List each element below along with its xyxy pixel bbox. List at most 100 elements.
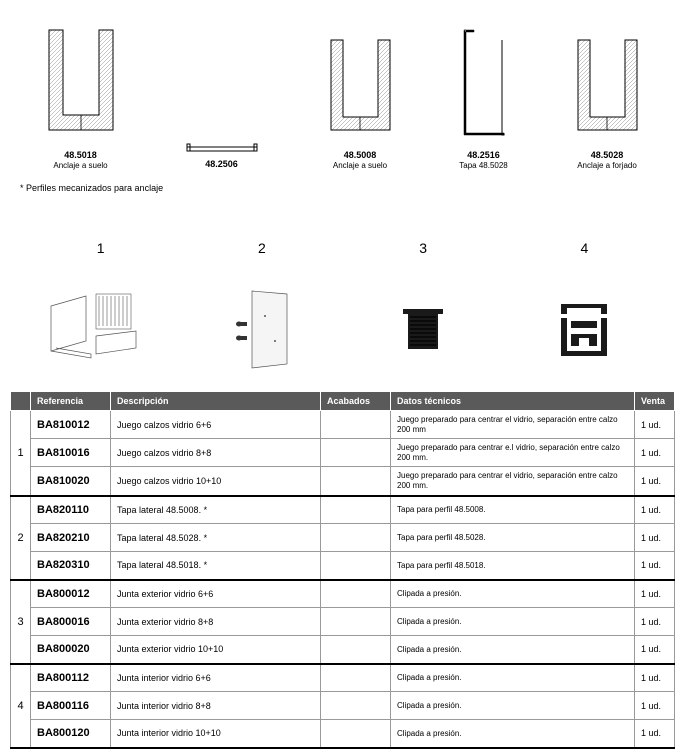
cell-desc: Juego calzos vidrio 8+8 (111, 439, 321, 467)
profiles-row: 48.5018 Anclaje a suelo 48.2506 48.5008 … (0, 0, 685, 175)
profile-label: Anclaje a forjado (577, 161, 637, 170)
table-row: 3BA800012Junta exterior vidrio 6+6Clipad… (11, 580, 675, 608)
cell-ref: BA820210 (31, 524, 111, 552)
cell-desc: Junta exterior vidrio 6+6 (111, 580, 321, 608)
cell-acab (321, 608, 391, 636)
cell-desc: Tapa lateral 48.5018. * (111, 552, 321, 580)
table-row: 4BA800112Junta interior vidrio 6+6Clipad… (11, 664, 675, 692)
group-number: 4 (11, 664, 31, 748)
cell-venta: 1 ud. (635, 580, 675, 608)
cell-ref: BA800112 (31, 664, 111, 692)
cell-desc: Tapa lateral 48.5028. * (111, 524, 321, 552)
table-group-4: 4BA800112Junta interior vidrio 6+6 Clipad… (11, 664, 675, 748)
cell-venta: 1 ud. (635, 524, 675, 552)
header-venta: Venta (635, 392, 675, 411)
cell-venta: 1 ud. (635, 467, 675, 496)
table-row: BA800116Junta interior vidrio 8+8 Clipada… (11, 692, 675, 720)
cell-datos: Tapa para perfil 48.5028. (391, 524, 635, 552)
cell-datos: Clipada a presión. (391, 608, 635, 636)
group-number: 2 (11, 496, 31, 580)
profile-code: 48.2516 (467, 150, 500, 161)
cell-desc: Junta exterior vidrio 10+10 (111, 636, 321, 664)
profile-code: 48.2506 (205, 159, 238, 170)
cell-acab (321, 580, 391, 608)
footnote: * Perfiles mecanizados para anclaje (0, 175, 685, 201)
component-gasket-int-icon (549, 296, 619, 361)
profile-code: 48.5028 (591, 150, 624, 161)
cell-datos: Juego preparado para centrar el vidrio, … (391, 467, 635, 496)
cell-datos: Clipada a presión. (391, 580, 635, 608)
cell-acab (321, 552, 391, 580)
table-group-3: 3BA800012Junta exterior vidrio 6+6 Clipad… (11, 580, 675, 664)
cell-desc: Tapa lateral 48.5008. * (111, 496, 321, 524)
profile-label: Anclaje a suelo (53, 161, 107, 170)
profile-label: Tapa 48.5028 (459, 161, 508, 170)
profile-48-2516: 48.2516 Tapa 48.5028 (459, 25, 509, 170)
cell-acab (321, 636, 391, 664)
table-row: 1BA810012Juego calzos vidrio 6+6Juego pr… (11, 411, 675, 439)
header-acabados: Acabados (321, 392, 391, 411)
profile-48-5028: 48.5028 Anclaje a forjado (570, 35, 645, 170)
cell-acab (321, 720, 391, 748)
component-number: 2 (258, 240, 266, 256)
cell-ref: BA810016 (31, 439, 111, 467)
cell-desc: Junta interior vidrio 8+8 (111, 692, 321, 720)
table-row: 2BA820110Tapa lateral 48.5008. *Tapa par… (11, 496, 675, 524)
cell-ref: BA820110 (31, 496, 111, 524)
cell-datos: Clipada a presión. (391, 720, 635, 748)
cell-ref: BA800016 (31, 608, 111, 636)
cell-ref: BA820310 (31, 552, 111, 580)
cell-datos: Clipada a presión. (391, 664, 635, 692)
cell-venta: 1 ud. (635, 552, 675, 580)
profile-u-shape-icon (323, 35, 398, 145)
cell-datos: Juego preparado para centrar el vidrio, … (391, 411, 635, 439)
cell-acab (321, 692, 391, 720)
cell-datos: Tapa para perfil 48.5018. (391, 552, 635, 580)
cell-desc: Junta exterior vidrio 8+8 (111, 608, 321, 636)
profile-u-shape-icon (570, 35, 645, 145)
cell-venta: 1 ud. (635, 720, 675, 748)
component-gasket-ext-icon (388, 299, 458, 359)
cell-desc: Junta interior vidrio 10+10 (111, 720, 321, 748)
header-datos: Datos técnicos (391, 392, 635, 411)
header-referencia: Referencia (31, 392, 111, 411)
table-group-1: 1BA810012Juego calzos vidrio 6+6Juego pr… (11, 411, 675, 496)
cell-ref: BA800116 (31, 692, 111, 720)
table-row: BA820310Tapa lateral 48.5018. * Tapa para… (11, 552, 675, 580)
profile-u-thin-icon (459, 25, 509, 145)
profile-code: 48.5008 (344, 150, 377, 161)
cell-acab (321, 411, 391, 439)
cell-acab (321, 439, 391, 467)
cell-desc: Juego calzos vidrio 6+6 (111, 411, 321, 439)
table-row: BA820210Tapa lateral 48.5028. * Tapa para… (11, 524, 675, 552)
cell-datos: Clipada a presión. (391, 636, 635, 664)
group-number: 3 (11, 580, 31, 664)
cell-acab (321, 496, 391, 524)
component-wedges-icon (41, 286, 161, 371)
component-2: 2 (187, 240, 337, 371)
cell-venta: 1 ud. (635, 636, 675, 664)
cell-ref: BA800120 (31, 720, 111, 748)
cell-ref: BA800012 (31, 580, 111, 608)
components-row: 1 2 3 (0, 201, 685, 391)
cell-acab (321, 467, 391, 496)
component-1: 1 (26, 240, 176, 371)
products-table: Referencia Descripción Acabados Datos té… (10, 391, 675, 749)
profile-48-2506: 48.2506 (182, 139, 262, 170)
component-number: 1 (97, 240, 105, 256)
header-descripcion: Descripción (111, 392, 321, 411)
cell-acab (321, 664, 391, 692)
cell-venta: 1 ud. (635, 664, 675, 692)
component-number: 3 (419, 240, 427, 256)
cell-venta: 1 ud. (635, 411, 675, 439)
table-group-2: 2BA820110Tapa lateral 48.5008. * Tapa par… (11, 496, 675, 580)
cell-desc: Junta interior vidrio 6+6 (111, 664, 321, 692)
table-row: BA800020Junta exterior vidrio 10+10Clipa… (11, 636, 675, 664)
profile-code: 48.5018 (64, 150, 97, 161)
component-number: 4 (580, 240, 588, 256)
table-row: BA810016Juego calzos vidrio 8+8Juego pre… (11, 439, 675, 467)
table-row: BA800120Junta interior vidrio 10+10 Clipa… (11, 720, 675, 748)
cell-datos: Clipada a presión. (391, 692, 635, 720)
component-cap-icon (217, 286, 307, 371)
profile-48-5008: 48.5008 Anclaje a suelo (323, 35, 398, 170)
